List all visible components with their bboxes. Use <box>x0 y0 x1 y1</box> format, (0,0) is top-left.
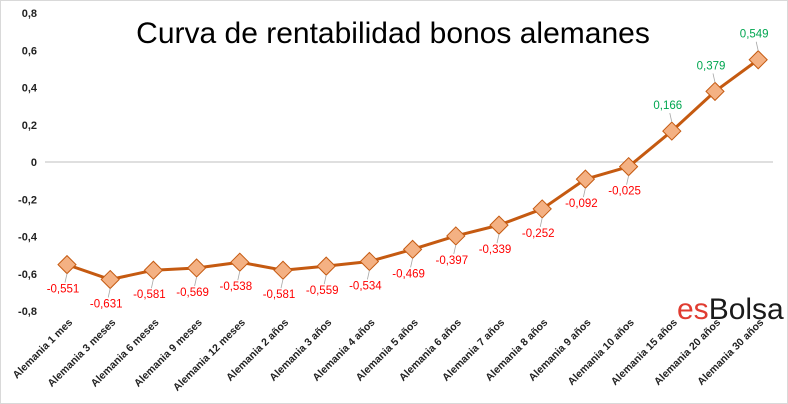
data-label: 0,379 <box>697 60 726 72</box>
data-label: -0,469 <box>392 268 425 280</box>
data-point-marker <box>186 258 207 278</box>
data-label: -0,569 <box>176 287 209 299</box>
brand-part-es: es <box>677 293 709 326</box>
data-point-marker <box>489 215 509 235</box>
data-label: -0,025 <box>608 186 641 198</box>
data-point-marker <box>575 169 596 189</box>
x-tick-label: Alemania 12 meses <box>171 317 248 394</box>
data-point-marker <box>359 251 380 272</box>
data-label: -0,339 <box>479 244 512 256</box>
data-label-leader <box>280 279 284 289</box>
data-point-marker <box>446 226 466 246</box>
data-label: -0,551 <box>47 284 80 296</box>
data-label-leader <box>323 275 327 285</box>
data-labels: -0,551 -0,631 -0,581 -0,569 -0,538 -0,581 -0,5… <box>47 29 769 311</box>
data-label: -0,534 <box>349 280 382 292</box>
data-label: -0,559 <box>306 285 339 297</box>
data-point-marker <box>402 239 423 260</box>
data-point-marker <box>143 260 164 280</box>
data-label-leader <box>453 244 457 255</box>
data-label-leader <box>194 276 197 287</box>
brand-part-bolsa: Bolsa <box>709 293 784 326</box>
y-tick-label: 0,4 <box>22 83 38 95</box>
data-label-leader <box>410 258 413 268</box>
data-label-leader <box>626 175 629 185</box>
data-point-marker <box>57 254 77 275</box>
data-point-marker <box>100 269 120 290</box>
data-label-leader <box>539 217 543 228</box>
data-label-leader <box>712 73 716 83</box>
data-label: -0,581 <box>133 289 166 301</box>
chart-title: Curva de rentabilidad bonos alemanes <box>136 17 650 50</box>
data-label-leader <box>367 270 370 280</box>
brand-logo: esBolsa <box>677 293 784 326</box>
data-point-marker <box>705 81 725 102</box>
data-point-marker <box>662 121 682 141</box>
data-point-marker <box>748 50 768 70</box>
y-axis-ticks: 0,8 0,6 0,4 0,2 0 -0,2 -0,4 -0,6 -0,8 <box>18 8 38 318</box>
y-tick-label: -0,2 <box>18 194 37 206</box>
data-label-leader <box>755 41 759 51</box>
data-label-leader <box>64 273 68 283</box>
y-tick-label: 0,2 <box>22 120 37 132</box>
data-label: 0,166 <box>653 100 682 112</box>
data-label-leader <box>151 279 154 289</box>
y-tick-label: -0,6 <box>18 269 37 281</box>
y-tick-label: 0 <box>31 157 37 169</box>
data-label: -0,252 <box>522 228 555 240</box>
y-tick-label: 0,8 <box>22 8 37 20</box>
y-tick-label: 0,6 <box>22 45 37 57</box>
data-label: -0,092 <box>565 198 598 210</box>
y-tick-label: -0,4 <box>18 232 38 244</box>
data-label-leader <box>237 271 241 281</box>
data-label-leader <box>107 288 111 298</box>
data-markers <box>57 50 768 290</box>
data-label: -0,538 <box>219 281 252 293</box>
data-label-leader <box>583 188 586 198</box>
data-label-leader <box>669 112 673 123</box>
data-label: 0,549 <box>740 29 769 41</box>
y-tick-label: -0,8 <box>18 306 37 318</box>
data-point-marker <box>273 260 293 280</box>
data-label: -0,631 <box>90 299 123 311</box>
data-label: -0,397 <box>435 255 468 267</box>
data-point-marker <box>230 252 250 272</box>
data-label-leader <box>496 234 500 244</box>
data-point-marker <box>316 256 336 276</box>
data-label: -0,581 <box>263 289 296 301</box>
data-point-marker <box>532 199 552 219</box>
